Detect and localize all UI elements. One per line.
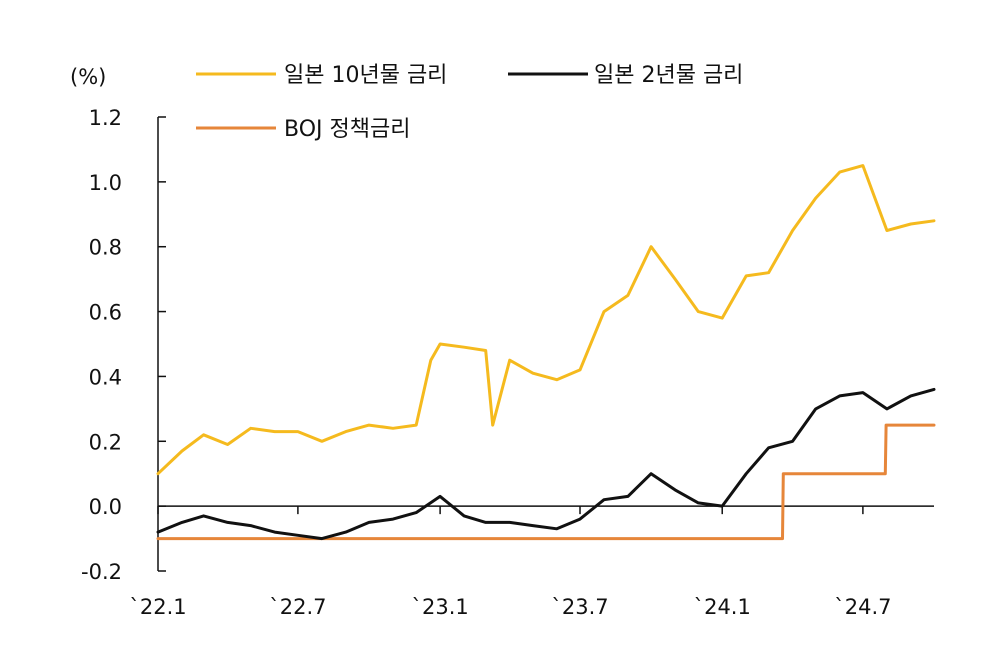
x-tick-label: `23.7 (551, 595, 608, 619)
y-unit-label: (%) (70, 65, 106, 89)
legend-label-boj: BOJ 정책금리 (284, 117, 410, 142)
x-tick-label: `23.1 (411, 595, 468, 619)
y-tick-label: 0.0 (89, 495, 122, 519)
y-tick-label: 0.6 (89, 301, 122, 325)
y-tick-label: 1.2 (89, 106, 122, 130)
x-tick-label: `24.7 (834, 595, 891, 619)
legend-label-jgb10y: 일본 10년물 금리 (284, 63, 447, 88)
y-tick-label: 0.8 (89, 236, 122, 260)
y-axis: 1.2 1.0 0.8 0.6 0.4 0.2 0.0 -0.2 (81, 106, 166, 584)
x-tick-label: `24.1 (694, 595, 751, 619)
y-tick-label: 0.2 (89, 430, 122, 454)
series-layer (156, 164, 936, 541)
x-tick-label: `22.1 (129, 595, 186, 619)
series-line-boj (156, 423, 936, 541)
y-tick-label: -0.2 (81, 560, 122, 584)
y-tick-label: 1.0 (89, 171, 122, 195)
x-axis: `22.1 `22.7 `23.1 `23.7 `24.1 `24.7 (129, 505, 934, 619)
series-line-jgb10y (156, 164, 936, 476)
x-tick-label: `22.7 (269, 595, 326, 619)
legend: 일본 10년물 금리 일본 2년물 금리 BOJ 정책금리 (196, 63, 743, 142)
y-tick-label: 0.4 (89, 365, 122, 389)
legend-label-jgb2y: 일본 2년물 금리 (594, 63, 743, 88)
series-line-jgb2y (156, 387, 936, 541)
